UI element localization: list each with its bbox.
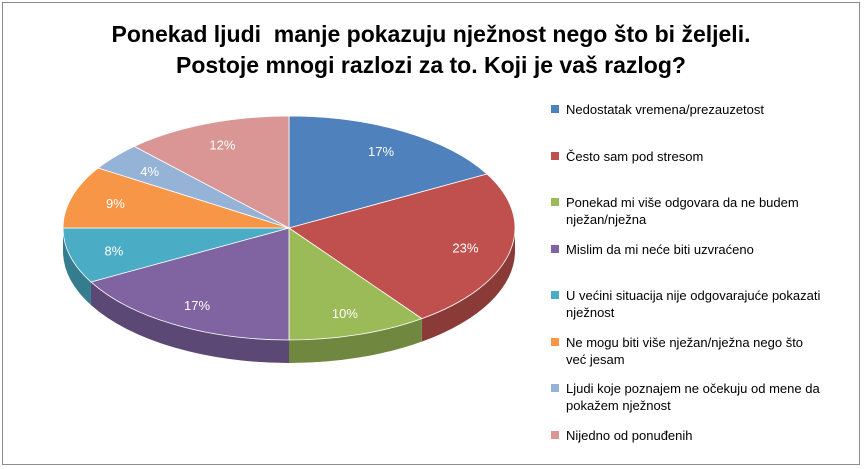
legend-label: Nedostatak vremena/prezauzetost [566, 102, 764, 117]
chart-title-line-1: Ponekad ljudi manje pokazuju nježnost ne… [111, 21, 751, 47]
chart-title-line-2: Postoje mnogi razlozi za to. Koji je vaš… [176, 52, 686, 78]
legend-swatch [551, 198, 559, 206]
pie-slice-8 [133, 115, 290, 229]
pie-slice-3 [288, 227, 423, 341]
pie-slice-side-5 [63, 228, 91, 305]
pie-chart: 17% 23% 10% 17% 8% 9% 4% 12% [62, 115, 516, 363]
pie-data-labels: 17% 23% 10% 17% 8% 9% 4% 12% [105, 138, 479, 322]
legend-swatch [551, 338, 559, 346]
pie-slices [62, 115, 516, 341]
legend-label: Mislim da mi neće biti uzvraćeno [566, 242, 754, 257]
legend-item-4: Mislim da mi neće biti uzvraćeno [551, 241, 851, 258]
legend-label: Ne mogu biti više nježan/nježna nego što… [566, 335, 804, 367]
pie-slice-side-4 [90, 281, 290, 363]
pie-slice-side-2 [421, 228, 515, 342]
legend-label: Ponekad mi više odgovara da ne budem nje… [566, 195, 799, 227]
legend-swatch [551, 152, 559, 160]
chart-title: Ponekad ljudi manje pokazuju nježnost ne… [3, 19, 859, 81]
pie-data-label-5: 8% [105, 243, 124, 258]
legend-item-8: Nijedno od ponuđenih [551, 427, 851, 444]
pie-data-label-1: 17% [368, 144, 394, 159]
legend-item-6: Ne mogu biti više nježan/nježna nego što… [551, 334, 851, 368]
legend-label: Često sam pod stresom [566, 149, 704, 164]
legend-label: Ljudi koje poznajem ne očekuju od mene d… [566, 381, 820, 413]
pie-data-label-3: 10% [332, 306, 358, 321]
legend-item-2: Često sam pod stresom [551, 148, 851, 165]
legend-swatch [551, 245, 559, 253]
pie-slice-5 [62, 227, 290, 283]
legend-swatch [551, 384, 559, 392]
legend-item-5: U većini situacija nije odgovarajuće pok… [551, 287, 851, 321]
pie-slice-6 [62, 167, 290, 229]
pie-slice-1 [288, 115, 488, 229]
pie-data-label-2: 23% [452, 241, 478, 256]
legend-swatch [551, 105, 559, 113]
legend-swatch [551, 431, 559, 439]
pie-slice-4 [90, 227, 290, 341]
pie-slice-side-3 [289, 318, 422, 363]
legend-item-1: Nedostatak vremena/prezauzetost [551, 101, 851, 118]
pie-data-label-8: 12% [209, 138, 235, 153]
legend-item-3: Ponekad mi više odgovara da ne budem nje… [551, 194, 851, 228]
legend-swatch [551, 291, 559, 299]
pie-data-label-7: 4% [140, 164, 159, 179]
pie-sides [63, 228, 515, 363]
pie-data-label-6: 9% [106, 196, 125, 211]
legend-item-7: Ljudi koje poznajem ne očekuju od mene d… [551, 380, 851, 414]
pie-data-label-4: 17% [184, 298, 210, 313]
pie-slice-2 [288, 173, 516, 320]
legend-label: U većini situacija nije odgovarajuće pok… [566, 288, 821, 320]
legend-label: Nijedno od ponuđenih [566, 428, 693, 443]
